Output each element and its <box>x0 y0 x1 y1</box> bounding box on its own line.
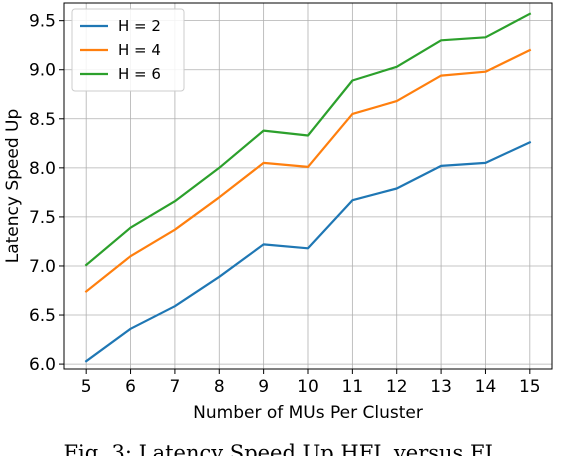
x-tick-label: 5 <box>81 377 92 397</box>
y-tick-label: 7.0 <box>29 257 56 277</box>
legend-label: H = 2 <box>118 17 161 35</box>
y-tick-label: 8.0 <box>29 159 56 179</box>
x-tick-label: 13 <box>430 377 452 397</box>
legend-label: H = 4 <box>118 41 161 59</box>
series-line-3 <box>84 12 532 267</box>
x-axis-label: Number of MUs Per Cluster <box>193 403 423 423</box>
y-tick-label: 9.5 <box>29 12 56 32</box>
y-tick-label: 9.0 <box>29 61 56 81</box>
figure-caption: Fig. 3: Latency Speed Up HFL versus FL <box>63 441 498 456</box>
x-tick-label: 14 <box>475 377 497 397</box>
y-tick-label: 6.5 <box>29 306 56 326</box>
x-tick-label: 12 <box>386 377 408 397</box>
x-tick-label: 7 <box>169 377 180 397</box>
x-tick-label: 10 <box>297 377 319 397</box>
x-tick-label: 11 <box>342 377 364 397</box>
y-axis-label: Latency Speed Up <box>3 109 23 264</box>
tick-layer: 5 6 7 8 9 10 11 12 13 14 15 6.0 6.5 7.0 7.5 8.0 8.5 9.0 9.… <box>29 12 541 397</box>
legend-label: H = 6 <box>118 65 161 83</box>
x-tick-label: 9 <box>258 377 269 397</box>
y-tick-label: 7.5 <box>29 208 56 228</box>
x-tick-label: 15 <box>519 377 541 397</box>
series-line-2 <box>84 48 532 294</box>
legend-box <box>71 8 185 92</box>
x-tick-label: 6 <box>125 377 136 397</box>
legend: H = 2 H = 4 H = 6 <box>71 8 185 92</box>
series-layer <box>84 12 532 363</box>
series-line-1 <box>84 140 532 363</box>
y-tick-label: 8.5 <box>29 110 56 130</box>
x-tick-label: 8 <box>214 377 225 397</box>
y-tick-label: 6.0 <box>29 355 56 375</box>
